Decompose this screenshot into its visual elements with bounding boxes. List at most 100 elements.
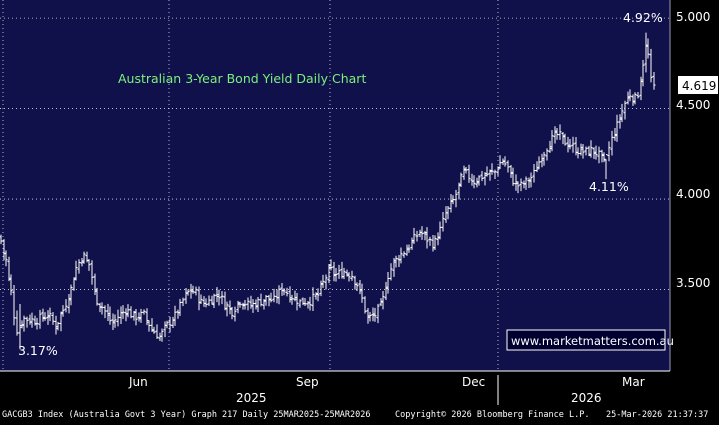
ohlc-bar (373, 307, 377, 322)
ohlc-bar (324, 274, 328, 290)
ohlc-bar (644, 32, 648, 73)
ohlc-bar (41, 308, 45, 322)
ohlc-bar (243, 300, 247, 310)
ohlc-bar (490, 163, 494, 175)
ohlc-bar (246, 297, 250, 311)
ohlc-bar (587, 145, 591, 157)
ohlc-bar (100, 302, 104, 315)
ohlc-bar (503, 156, 507, 167)
ohlc-bar (548, 140, 552, 153)
ohlc-bar (480, 170, 484, 182)
ohlc-bar (155, 324, 159, 339)
ohlc-bar (25, 316, 29, 328)
ohlc-bar (363, 296, 367, 314)
ohlc-bar (20, 320, 24, 329)
x-year-label: 2026 (571, 391, 602, 405)
ohlc-bar (186, 289, 190, 296)
ohlc-bar (428, 236, 432, 246)
ohlc-bar (238, 301, 242, 308)
last-value-label: 4.619 (682, 79, 716, 93)
ohlc-bar (477, 175, 481, 186)
ohlc-bar (225, 301, 229, 317)
ohlc-bar (269, 292, 273, 303)
ohlc-bar (293, 290, 297, 302)
ohlc-bar (80, 258, 84, 267)
ohlc-bar (132, 310, 136, 321)
ohlc-bar (649, 48, 653, 83)
footer-timestamp: 25-Mar-2026 21:37:37 (606, 410, 708, 420)
ohlc-bar (90, 260, 94, 285)
ohlc-bar (15, 310, 19, 336)
ohlc-bar (327, 263, 331, 284)
ohlc-bar (126, 304, 130, 318)
ohlc-bar (381, 290, 385, 310)
ohlc-bar (639, 76, 643, 101)
ohlc-bar (230, 307, 234, 320)
ohlc-bar (329, 259, 333, 271)
ohlc-bar (589, 140, 593, 158)
ohlc-bar (12, 284, 16, 326)
ohlc-bar (332, 261, 336, 282)
ohlc-bar (35, 317, 39, 330)
y-tick-label: 3.500 (676, 276, 710, 290)
ohlc-bar (485, 166, 489, 177)
ohlc-bar (641, 59, 645, 87)
ohlc-bar (228, 300, 232, 315)
ohlc-bar (384, 281, 388, 300)
ohlc-bar (337, 264, 341, 279)
ohlc-bar (379, 298, 383, 306)
ohlc-bar (95, 287, 99, 306)
ohlc-bar (4, 250, 8, 267)
ohlc-bar (506, 160, 510, 173)
ohlc-bar (181, 297, 185, 307)
ohlc-bar (9, 274, 13, 296)
y-axis: 5.000 4.500 4.000 3.500 (669, 0, 710, 371)
ohlc-bar (592, 147, 596, 160)
ohlc-bar (288, 286, 292, 303)
ohlc-bar (415, 230, 419, 242)
ohlc-bar (451, 195, 455, 205)
ohlc-bar (355, 282, 359, 291)
ohlc-bar (446, 206, 450, 220)
ohlc-bar (420, 226, 424, 240)
ohlc-bar (394, 255, 398, 268)
ohlc-bar (509, 165, 513, 178)
ohlc-bar (345, 269, 349, 277)
ohlc-bar (566, 136, 570, 153)
ohlc-bar (360, 283, 364, 303)
ohlc-bar (199, 294, 203, 305)
ohlc-bar (241, 302, 245, 310)
ohlc-bar (267, 294, 271, 307)
ohlc-bar (316, 288, 320, 302)
ohlc-bar (314, 292, 318, 300)
ohlc-bar (22, 315, 26, 332)
ohlc-bar (602, 152, 606, 163)
ohlc-bar (438, 221, 442, 240)
ohlc-bar (217, 289, 221, 306)
ohlc-bar (277, 285, 281, 305)
x-tick-label: Dec (462, 375, 485, 389)
ohlc-bar (636, 92, 640, 99)
ohlc-bar (129, 306, 133, 319)
ohlc-bar (488, 169, 492, 181)
ohlc-bar (259, 293, 263, 307)
ohlc-bar (631, 94, 635, 106)
ohlc-bar (111, 313, 115, 331)
ohlc-bar (347, 272, 351, 282)
ohlc-bar (194, 286, 198, 296)
ohlc-bar (646, 38, 650, 59)
ohlc-bar (498, 155, 502, 170)
ohlc-bar (256, 296, 260, 313)
ohlc-bar (113, 314, 117, 328)
ohlc-bar (459, 172, 463, 188)
ohlc-bar (38, 309, 42, 329)
ohlc-bar (82, 251, 86, 264)
ohlc-bar (298, 299, 302, 308)
ohlc-bar (64, 299, 68, 313)
ohlc-bar (581, 143, 585, 159)
ohlc-bar (555, 128, 559, 140)
ohlc-bar (368, 311, 372, 322)
ohlc-bar (615, 114, 619, 142)
ohlc-bar (308, 296, 312, 311)
ohlc-bar (449, 193, 453, 213)
